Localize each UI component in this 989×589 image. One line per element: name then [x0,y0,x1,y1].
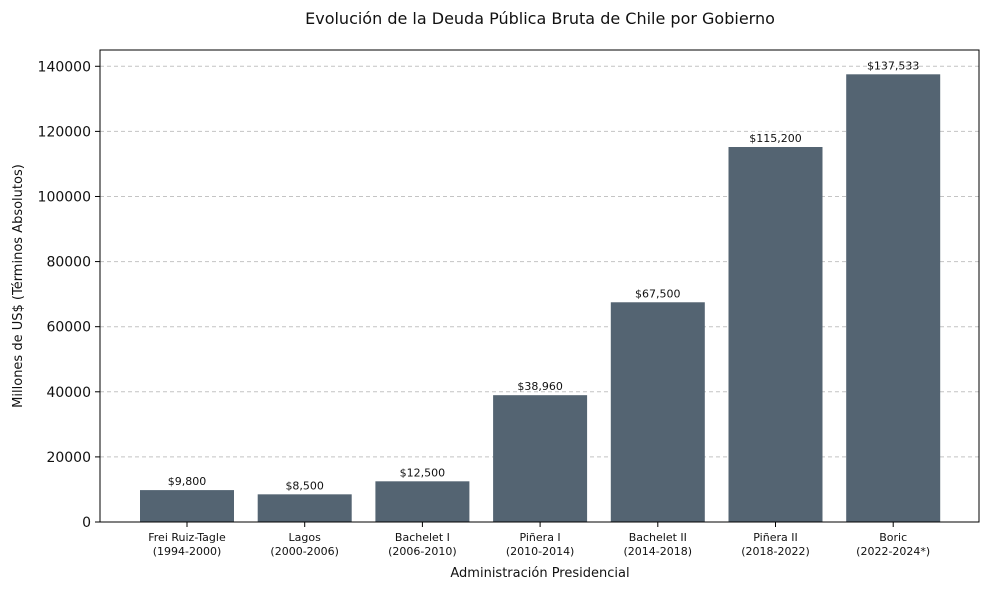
bar [375,481,470,522]
bar-value-label: $9,800 [168,475,207,488]
y-tick-label: 0 [82,515,91,531]
bar [140,490,234,522]
y-tick-label: 40000 [46,385,91,401]
bar [610,302,705,522]
bar [846,74,941,523]
bars [140,74,941,523]
x-tick-period-label: (2010-2014) [506,545,575,558]
y-tick-label: 20000 [46,450,91,466]
x-tick-label: Lagos [289,531,322,544]
data-labels: $9,800 $8,500 $12,500 $38,960 $67,500 $115,20… [168,59,920,492]
bar [257,494,352,522]
y-tick-label: 100000 [38,189,91,205]
y-tick-label: 60000 [46,320,91,336]
bar [728,147,823,522]
bar-value-label: $67,500 [635,287,681,300]
x-tick-period-label: (2006-2010) [388,545,457,558]
bar-value-label: $38,960 [517,380,563,393]
x-tick-label: Frei Ruiz-Tagle [148,531,226,544]
x-axis-label: Administración Presidencial [450,566,629,581]
x-axis: Frei Ruiz-Tagle(1994-2000) Lagos(2000-200… [148,522,930,558]
x-tick-label: Boric [879,531,907,544]
y-axis-label: Millones de US$ (Términos Absolutos) [11,164,26,408]
x-tick-period-label: (2022-2024*) [856,545,930,558]
bar [493,395,588,522]
bar-value-label: $12,500 [400,466,446,479]
x-tick-label: Piñera II [753,531,797,544]
bar-value-label: $115,200 [749,132,802,145]
y-tick-label: 140000 [38,59,91,75]
x-tick-period-label: (2000-2006) [270,545,339,558]
x-tick-period-label: (2014-2018) [624,545,693,558]
x-tick-label: Bachelet I [395,531,450,544]
y-tick-label: 80000 [46,255,91,271]
bar-value-label: $137,533 [867,59,920,72]
x-tick-period-label: (1994-2000) [153,545,222,558]
x-tick-label: Bachelet II [629,531,687,544]
chart-title: Evolución de la Deuda Pública Bruta de C… [305,9,775,28]
x-tick-period-label: (2018-2022) [741,545,810,558]
bar-value-label: $8,500 [285,479,324,492]
x-tick-label: Piñera I [519,531,560,544]
y-axis: 0 20000 40000 60000 80000 100000 120000 140000 [38,59,100,531]
y-tick-label: 120000 [38,124,91,140]
plot-frame [99,49,980,523]
